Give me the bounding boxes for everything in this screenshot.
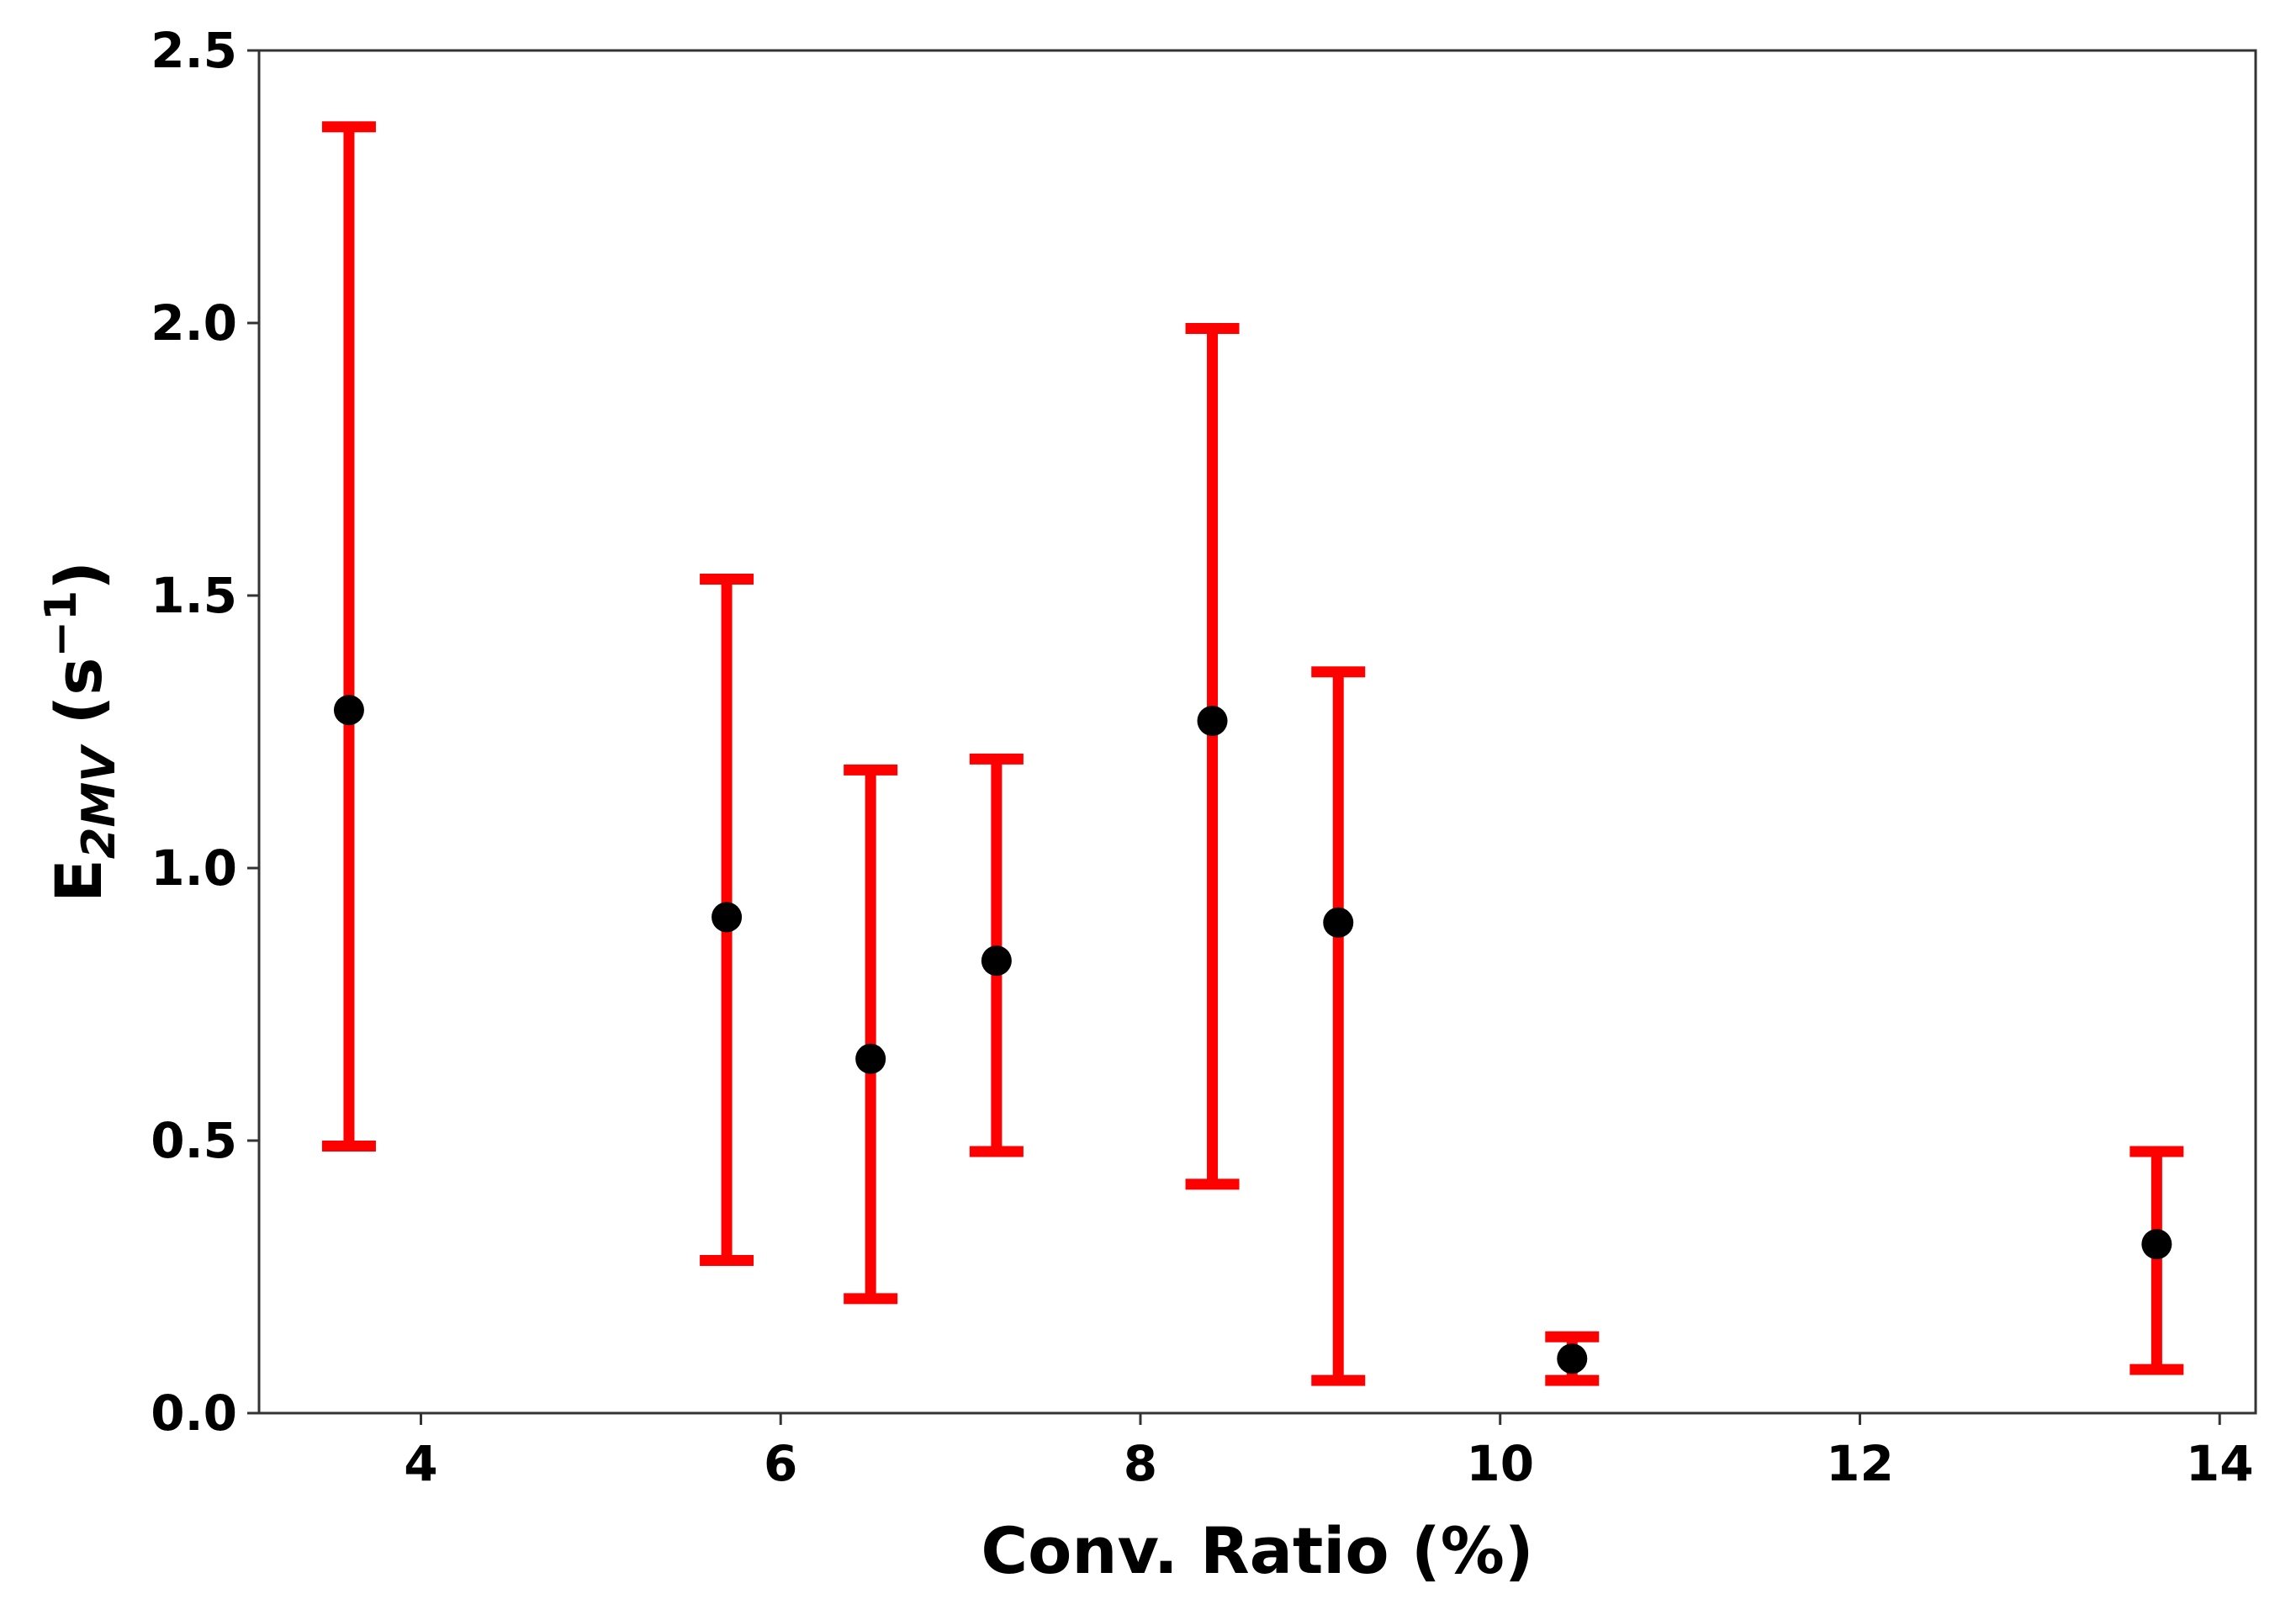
y-axis-title-unit-exponent: −1: [36, 590, 87, 658]
data-point: [855, 1043, 886, 1074]
x-axis-title: Conv. Ratio (%): [981, 1513, 1533, 1588]
x-tick-label: 14: [2186, 1435, 2254, 1492]
y-tick-label: 1.5: [151, 567, 237, 624]
y-tick-label: 2.0: [151, 294, 237, 352]
data-point: [1557, 1343, 1588, 1374]
y-axis-title-unit-close: ): [41, 561, 116, 590]
y-tick-label: 2.5: [151, 22, 237, 79]
data-point: [1197, 706, 1228, 737]
y-tick-label: 0.5: [151, 1112, 237, 1169]
x-tick-label: 6: [764, 1435, 797, 1492]
x-tick-label: 4: [404, 1435, 437, 1492]
y-axis-title-base: E: [41, 859, 116, 903]
y-axis: 0.0 0.5 1.0 1.5 2.0 2.5: [151, 22, 259, 1442]
data-point: [2141, 1229, 2172, 1260]
y-axis-title: E2MV (s−1): [36, 561, 125, 903]
data-point: [712, 902, 743, 933]
data-point: [1323, 907, 1354, 938]
plot-frame: [257, 49, 2257, 1415]
x-axis: 4 6 8 10 12 14: [404, 1413, 2254, 1492]
y-tick-label: 1.0: [151, 839, 237, 897]
data-point: [333, 695, 364, 726]
y-axis-title-unit-open: (s: [41, 658, 116, 747]
data-point: [981, 945, 1012, 977]
y-axis-title-subscript: 2MV: [72, 744, 125, 859]
y-tick-label: 0.0: [151, 1385, 237, 1442]
x-tick-label: 10: [1466, 1435, 1534, 1492]
data-point-layer: [333, 695, 2172, 1374]
x-tick-label: 12: [1826, 1435, 1894, 1492]
x-tick-label: 8: [1124, 1435, 1157, 1492]
